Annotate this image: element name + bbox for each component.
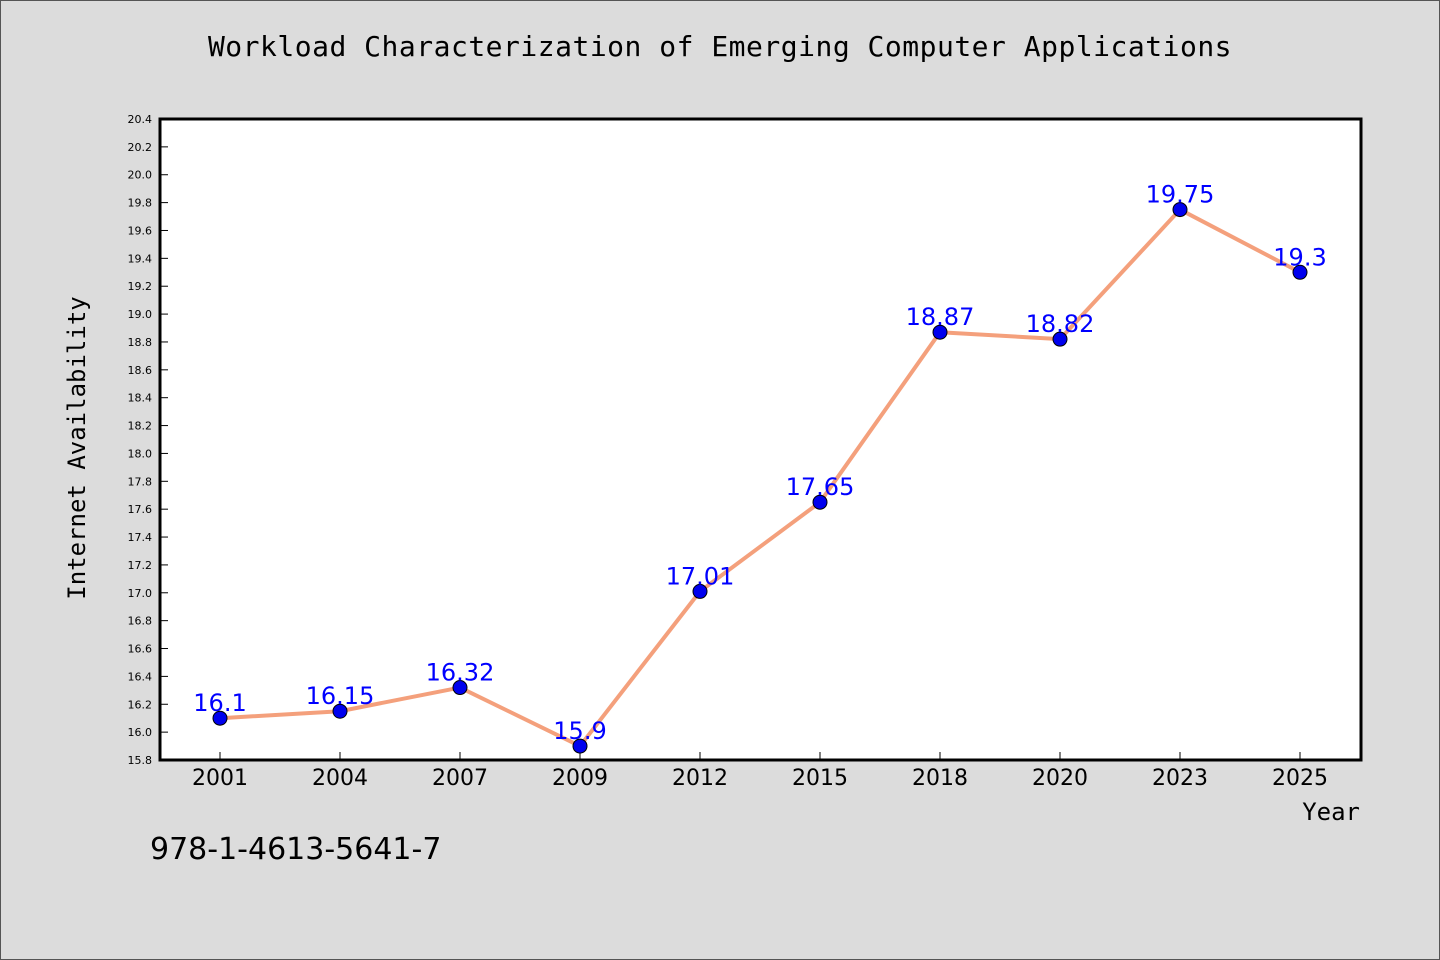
data-point	[1292, 264, 1308, 280]
data-label: 18.87	[906, 303, 975, 331]
y-tick-label: 18.6	[128, 364, 153, 377]
x-tick-label: 2012	[672, 766, 728, 791]
data-point	[1052, 331, 1068, 347]
data-point	[692, 583, 708, 599]
y-tick-label: 18.0	[128, 447, 153, 460]
data-point	[1172, 202, 1188, 218]
data-point	[452, 680, 468, 696]
data-label: 17.01	[666, 562, 735, 590]
y-tick-label: 18.8	[128, 336, 153, 349]
y-tick-label: 16.6	[128, 643, 153, 656]
chart-title: Workload Characterization of Emerging Co…	[207, 30, 1233, 63]
y-tick-label: 16.8	[128, 615, 153, 628]
data-point	[932, 324, 948, 340]
data-label: 19.75	[1146, 181, 1215, 209]
data-label: 16.32	[426, 659, 495, 687]
plot-area	[158, 117, 1363, 762]
y-tick-label: 20.4	[128, 113, 153, 126]
y-tick-label: 19.8	[128, 197, 153, 210]
x-tick-label: 2009	[552, 766, 608, 791]
y-tick-label: 17.6	[128, 503, 153, 516]
data-point	[812, 494, 828, 510]
data-label: 19.3	[1273, 243, 1326, 271]
y-tick-label: 17.2	[128, 559, 153, 572]
data-point	[572, 738, 588, 754]
data-point	[332, 703, 348, 719]
x-tick-label: 2023	[1152, 766, 1208, 791]
y-tick-label: 20.0	[128, 169, 153, 182]
x-tick-label: 2007	[432, 766, 488, 791]
data-label: 18.82	[1026, 310, 1095, 338]
y-tick-label: 18.4	[128, 392, 153, 405]
x-tick-label: 2001	[192, 766, 248, 791]
x-tick-label: 2025	[1272, 766, 1328, 791]
x-tick-label: 2020	[1032, 766, 1088, 791]
y-axis-ticks: 15.8 16.0 16.2 16.4 16.6 16.8 17.0 17.2 17.4 17.6…	[128, 113, 168, 767]
data-label: 17.65	[786, 473, 855, 501]
data-label: 16.1	[193, 689, 246, 717]
y-tick-label: 16.0	[128, 726, 153, 739]
isbn-text: 978-1-4613-5641-7	[150, 832, 442, 867]
data-label: 15.9	[553, 717, 606, 745]
data-label: 16.15	[306, 682, 375, 710]
x-tick-label: 2018	[912, 766, 968, 791]
y-tick-label: 19.4	[128, 252, 153, 265]
data-point	[212, 710, 228, 726]
x-axis-label: Year	[1302, 798, 1360, 826]
y-tick-label: 19.2	[128, 280, 153, 293]
y-tick-label: 16.2	[128, 698, 153, 711]
y-tick-label: 17.8	[128, 475, 153, 488]
y-tick-label: 17.0	[128, 587, 153, 600]
x-tick-label: 2015	[792, 766, 848, 791]
y-tick-label: 18.2	[128, 420, 153, 433]
y-tick-label: 17.4	[128, 531, 153, 544]
y-tick-label: 20.2	[128, 141, 153, 154]
x-tick-label: 2004	[312, 766, 368, 791]
y-tick-label: 16.4	[128, 670, 153, 683]
x-axis-ticks: 2001 2004 2007 2009 2012 2015 2018 2020 2023 2025	[192, 752, 1328, 791]
y-tick-label: 19.0	[128, 308, 153, 321]
data-points: 16.1 16.15 16.32 15.9 17.01 17.65 18.87 18.82 19…	[193, 181, 1327, 754]
y-axis-label: Internet Availability	[63, 296, 91, 599]
y-tick-label: 15.8	[128, 754, 153, 767]
y-tick-label: 19.6	[128, 224, 153, 237]
series-line	[219, 207, 1301, 749]
